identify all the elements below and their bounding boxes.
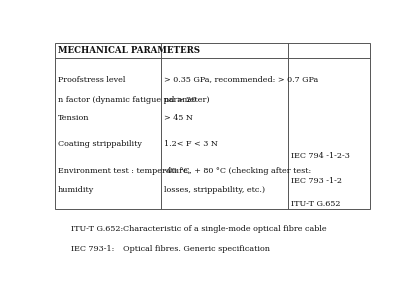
Text: Environment test : temperature,: Environment test : temperature, [58, 168, 190, 176]
Text: nd > 20: nd > 20 [164, 96, 196, 104]
Text: -40 °C, + 80 °C (checking after test:: -40 °C, + 80 °C (checking after test: [164, 168, 311, 176]
Text: > 0.35 GPa, recommended: > 0.7 GPa: > 0.35 GPa, recommended: > 0.7 GPa [164, 75, 318, 83]
Text: Coating strippability: Coating strippability [58, 140, 142, 148]
Text: ITU-T G.652: ITU-T G.652 [291, 200, 340, 208]
Text: IEC 794 -1-2-3: IEC 794 -1-2-3 [291, 152, 350, 160]
Text: Tension: Tension [58, 114, 89, 122]
Bar [55, 42, 370, 209]
Text: 1.2< F < 3 N: 1.2< F < 3 N [164, 140, 218, 148]
Text: MECHANICAL PARAMETERS: MECHANICAL PARAMETERS [58, 45, 200, 55]
Text: Proofstress level: Proofstress level [58, 75, 125, 83]
Text: humidity: humidity [58, 186, 94, 194]
Text: > 45 N: > 45 N [164, 114, 193, 122]
Text: n factor (dynamic fatigue parameter): n factor (dynamic fatigue parameter) [58, 96, 209, 104]
Text: IEC 793-1:: IEC 793-1: [71, 245, 115, 253]
Text: IEC 793 -1-2: IEC 793 -1-2 [291, 177, 342, 185]
Text: Optical fibres. Generic specification: Optical fibres. Generic specification [123, 245, 270, 253]
Text: Characteristic of a single-mode optical fibre cable: Characteristic of a single-mode optical … [123, 225, 326, 233]
Text: ITU-T G.652:: ITU-T G.652: [71, 225, 123, 233]
Text: losses, strippability, etc.): losses, strippability, etc.) [164, 186, 265, 194]
